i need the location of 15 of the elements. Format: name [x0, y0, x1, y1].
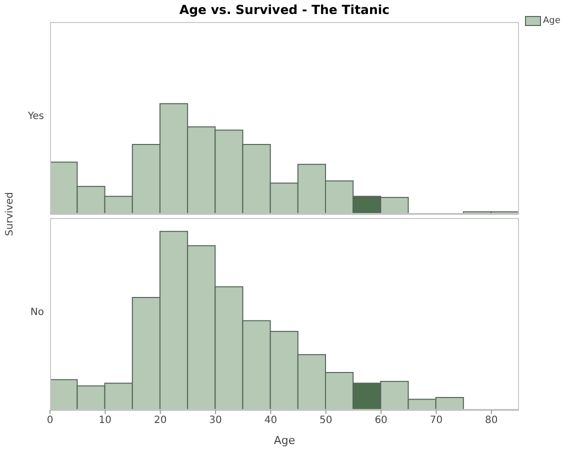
x-tick-label: 20	[154, 415, 167, 426]
legend-label: Age	[543, 16, 560, 26]
x-tick-label: 10	[98, 415, 112, 426]
x-tick-label: 50	[320, 415, 332, 426]
x-tick-label: 70	[430, 415, 443, 426]
x-tick-label: 0	[46, 415, 54, 426]
x-tick-label: 30	[209, 415, 222, 426]
y-axis-title: Yes	[26, 111, 44, 122]
x-tick-label: 60	[374, 415, 388, 426]
x-tick-label: 80	[485, 415, 498, 426]
text: Survived	[4, 192, 16, 236]
y-axis-title: No	[29, 307, 44, 318]
chart-title: Age vs. Survived - The Titanic	[178, 2, 391, 17]
x-axis-title: Age	[274, 434, 296, 447]
x-tick-label: 40	[264, 415, 278, 426]
